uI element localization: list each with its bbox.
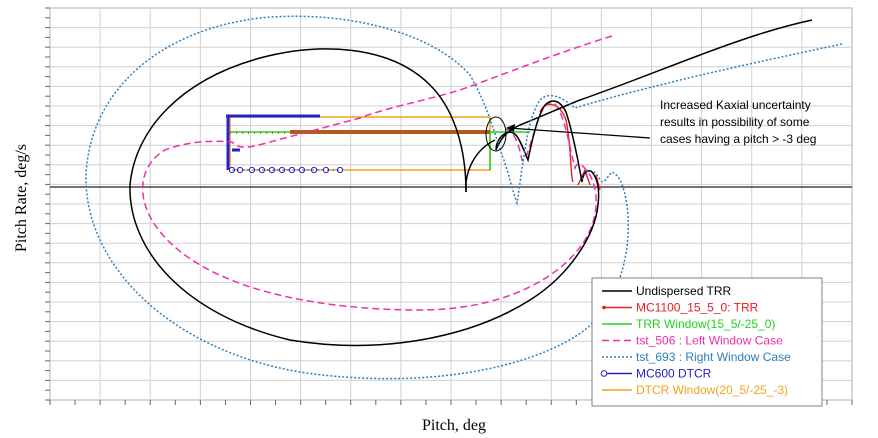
legend: Undispersed TRR MC1100_15_5_0: TRR TRR Win…: [591, 277, 823, 407]
legend-label: MC1100_15_5_0: TRR: [636, 301, 759, 315]
legend-label: tst_506 : Left Window Case: [636, 334, 783, 348]
annotation-line-1: Increased Kaxial uncertainty: [660, 98, 811, 112]
annotation-circle: [485, 116, 507, 152]
legend-label: DTCR Window(20_5/-25_-3): [636, 383, 788, 397]
annotation-arrow: [507, 127, 651, 139]
annotation: Increased Kaxial uncertainty results in …: [485, 98, 816, 152]
mc600-dtcr-line: [226, 114, 320, 170]
legend-label: TRR Window(15_5/-25_0): [636, 317, 775, 331]
tst693-right-window-line: [85, 15, 843, 380]
y-axis-title: Pitch Rate, deg/s: [13, 144, 30, 252]
tst506-left-window-line: [141, 35, 613, 311]
legend-label: Undispersed TRR: [636, 284, 731, 298]
legend-label: MC600 DTCR: [636, 367, 712, 381]
legend-marker: [600, 370, 608, 377]
legend-label: tst_693 : Right Window Case: [636, 350, 791, 364]
plot-series: [85, 15, 843, 380]
legend-marker: [602, 305, 606, 310]
annotation-line-2: results in possibility of some: [660, 115, 810, 129]
annotation-arrowhead: [506, 124, 515, 132]
undispersed-trr-entry-line: [465, 139, 496, 192]
annotation-line-3: cases having a pitch > -3 deg: [660, 132, 816, 146]
x-axis-title: Pitch, deg: [422, 417, 486, 434]
legend-box: [591, 277, 823, 407]
